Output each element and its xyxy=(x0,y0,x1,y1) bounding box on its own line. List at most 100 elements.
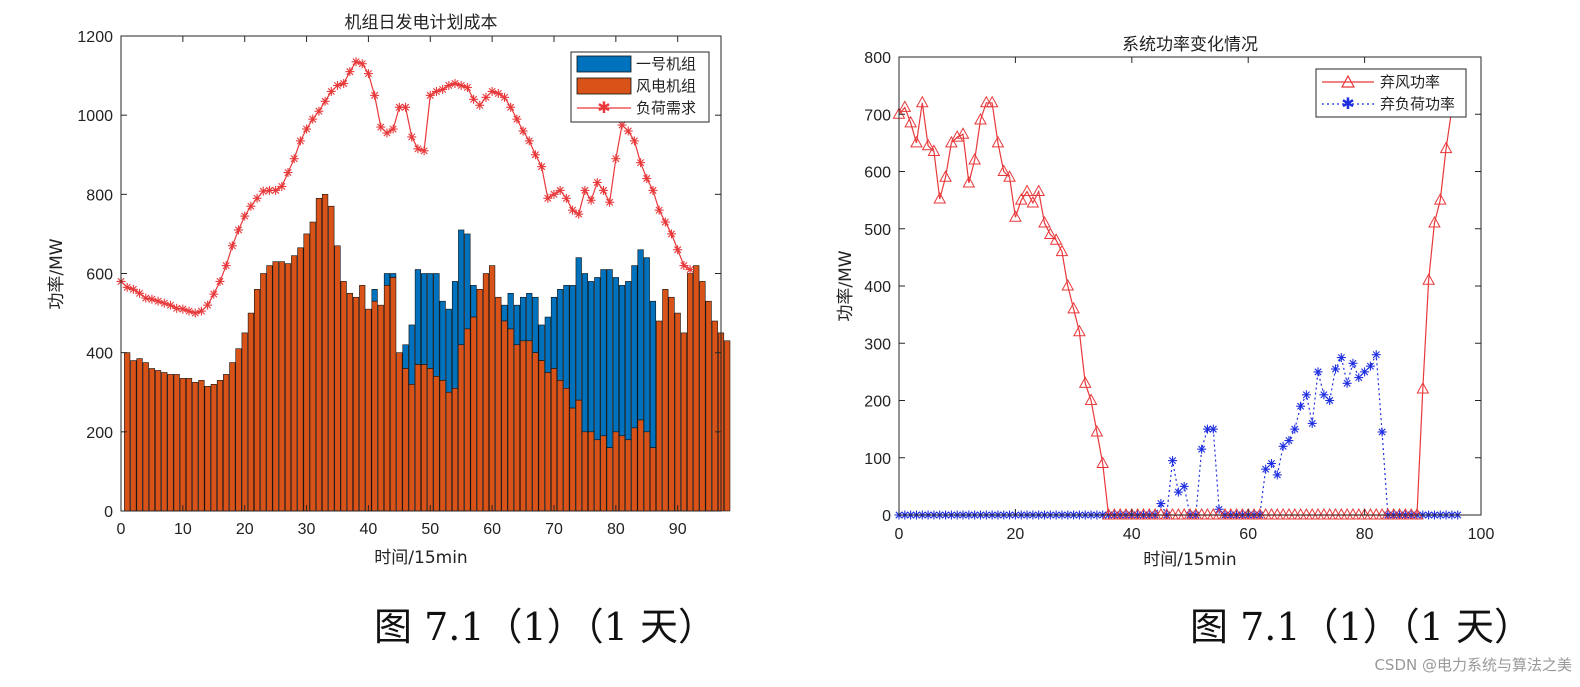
load-point-68 xyxy=(537,162,547,172)
chart-unit-cost: 机组日发电计划成本 0 10 20 30 40 50 60 70 80 90 0 200 400 600 8… xyxy=(47,13,731,568)
load-point-73 xyxy=(568,205,578,215)
load-point-32 xyxy=(314,106,324,116)
bar-wind-69 xyxy=(544,372,551,512)
curtail-wind-point-32 xyxy=(1078,376,1092,388)
bar-wind-79 xyxy=(606,447,613,512)
curtail-wind-point-26 xyxy=(1043,227,1057,239)
curtail-load-point-63 xyxy=(1261,464,1271,474)
xtick-label: 40 xyxy=(360,521,378,538)
load-point-27 xyxy=(283,168,293,178)
load-point-52 xyxy=(438,84,448,94)
curtail-load-point-68 xyxy=(1290,424,1300,434)
bar-wind-92 xyxy=(686,273,694,512)
chart2-xlabel: 时间/15min xyxy=(1143,550,1236,570)
bar-wind-84 xyxy=(637,419,644,512)
load-point-76 xyxy=(586,195,596,205)
bar-unit1-71 xyxy=(557,289,564,381)
chart1-legend: 一号机组 风电机组 ✱ 负荷需求 xyxy=(570,51,710,123)
bar-wind-74 xyxy=(575,399,582,512)
load-point-62 xyxy=(500,92,510,102)
bar-unit1-62 xyxy=(501,304,508,322)
load-point-67 xyxy=(530,150,540,160)
bar-wind-31 xyxy=(309,221,316,512)
curtail-load-point-65 xyxy=(1272,470,1282,480)
bar-unit1-53 xyxy=(445,308,452,393)
bar-wind-6 xyxy=(155,370,162,512)
load-point-66 xyxy=(524,136,534,146)
bar-wind-57 xyxy=(470,316,477,512)
curtail-wind-point-9 xyxy=(945,135,958,148)
bar-wind-10 xyxy=(179,378,186,512)
bar-wind-82 xyxy=(625,439,632,512)
ytick-label: 500 xyxy=(864,222,891,239)
load-point-88 xyxy=(660,217,670,227)
load-point-79 xyxy=(605,197,615,207)
load-point-83 xyxy=(629,136,639,146)
bar-wind-94 xyxy=(699,281,706,512)
curtail-load-point-71 xyxy=(1307,418,1317,428)
bar-wind-45 xyxy=(396,352,403,512)
load-point-25 xyxy=(271,185,281,195)
curtail-wind-point-16 xyxy=(985,95,999,108)
xtick-label: 70 xyxy=(545,521,563,538)
bar-wind-85 xyxy=(643,431,650,512)
bar-wind-86 xyxy=(649,447,657,512)
bar-unit1-48 xyxy=(414,269,421,365)
bar-wind-48 xyxy=(414,364,421,512)
legend-marker-curtail-wind xyxy=(1340,74,1356,88)
curtail-wind-point-24 xyxy=(1032,184,1046,197)
curtail-wind-point-35 xyxy=(1096,456,1110,468)
legend-marker-load: ✱ xyxy=(597,98,610,117)
bar-wind-19 xyxy=(235,348,242,512)
load-point-35 xyxy=(332,80,342,90)
ytick-label: 100 xyxy=(864,451,891,468)
load-point-13 xyxy=(196,306,206,316)
load-point-69 xyxy=(543,193,553,203)
load-point-19 xyxy=(234,225,244,235)
bar-wind-91 xyxy=(680,332,687,512)
load-point-87 xyxy=(654,205,664,215)
bar-wind-12 xyxy=(192,382,199,512)
xtick-label: 90 xyxy=(669,521,687,538)
legend-label-curtail-wind: 弃风功率 xyxy=(1380,73,1440,91)
load-point-31 xyxy=(308,114,318,124)
curtail-wind-point-21 xyxy=(1014,193,1028,205)
chart2-plot-bg xyxy=(899,57,1481,515)
bar-wind-28 xyxy=(291,255,298,512)
bar-wind-11 xyxy=(185,378,193,512)
bar-wind-17 xyxy=(223,374,230,512)
curtail-wind-point-19 xyxy=(1003,170,1016,182)
watermark: CSDN @电力系统与算法之美 xyxy=(1374,656,1572,674)
bar-unit1-41 xyxy=(371,289,378,302)
bar-unit1-85 xyxy=(643,257,650,433)
ytick-label: 700 xyxy=(864,107,891,124)
bar-wind-75 xyxy=(581,431,589,512)
bar-wind-62 xyxy=(501,320,508,512)
bar-unit1-86 xyxy=(649,300,657,448)
chart2-legend: 弃风功率 ✱ 弃负荷功率 xyxy=(1315,68,1467,118)
bar-wind-13 xyxy=(198,380,205,512)
bar-unit1-77 xyxy=(594,277,601,441)
bar-unit1-63 xyxy=(507,292,514,330)
xtick-label: 0 xyxy=(895,526,904,543)
bar-unit1-79 xyxy=(606,269,613,448)
bar-wind-16 xyxy=(216,380,224,512)
load-point-65 xyxy=(518,126,528,136)
chart1-bars xyxy=(124,194,731,512)
load-point-38 xyxy=(351,57,361,67)
legend-label-curtail-load: 弃负荷功率 xyxy=(1380,95,1455,113)
caption-right: 图 7.1（1）（1 天） xyxy=(1190,605,1532,649)
bar-wind-49 xyxy=(421,364,428,512)
curtail-wind-point-6 xyxy=(927,144,941,156)
bar-unit1-52 xyxy=(439,300,446,381)
curtail-load-point-80 xyxy=(1360,367,1370,377)
bar-wind-87 xyxy=(656,320,663,512)
curtail-wind-point-17 xyxy=(991,135,1005,148)
bar-unit1-73 xyxy=(569,285,576,409)
bar-wind-52 xyxy=(439,380,446,512)
bar-wind-67 xyxy=(532,352,539,512)
bar-wind-7 xyxy=(161,372,168,512)
bar-unit1-55 xyxy=(458,229,465,346)
bar-wind-25 xyxy=(272,261,279,512)
